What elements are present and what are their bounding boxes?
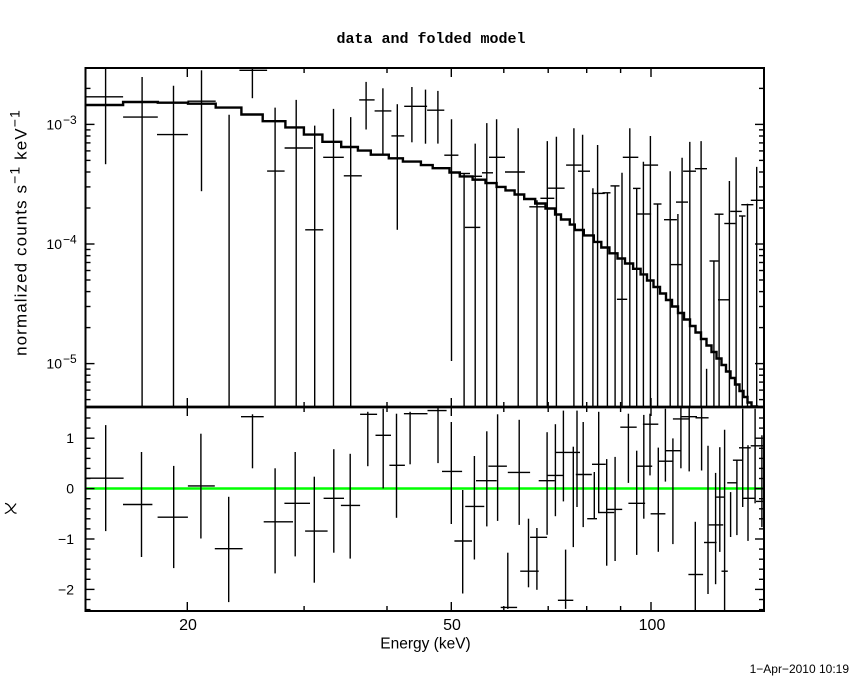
svg-text:1−Apr−2010 10:19: 1−Apr−2010 10:19 [750, 662, 850, 676]
svg-text:−3: −3 [63, 113, 77, 127]
svg-text:−2: −2 [58, 581, 74, 597]
svg-text:20: 20 [179, 617, 197, 634]
svg-text:−1: −1 [58, 531, 74, 547]
svg-text:Energy (keV): Energy (keV) [380, 636, 470, 653]
svg-text:100: 100 [639, 617, 666, 634]
svg-text:10: 10 [46, 356, 62, 372]
svg-text:50: 50 [443, 617, 461, 634]
svg-text:1: 1 [66, 430, 74, 446]
svg-text:data and folded model: data and folded model [336, 31, 525, 48]
svg-text:−5: −5 [63, 352, 77, 366]
svg-text:10: 10 [46, 236, 62, 252]
svg-text:0: 0 [66, 481, 74, 497]
svg-text:10: 10 [46, 116, 62, 132]
svg-text:−4: −4 [63, 233, 77, 247]
